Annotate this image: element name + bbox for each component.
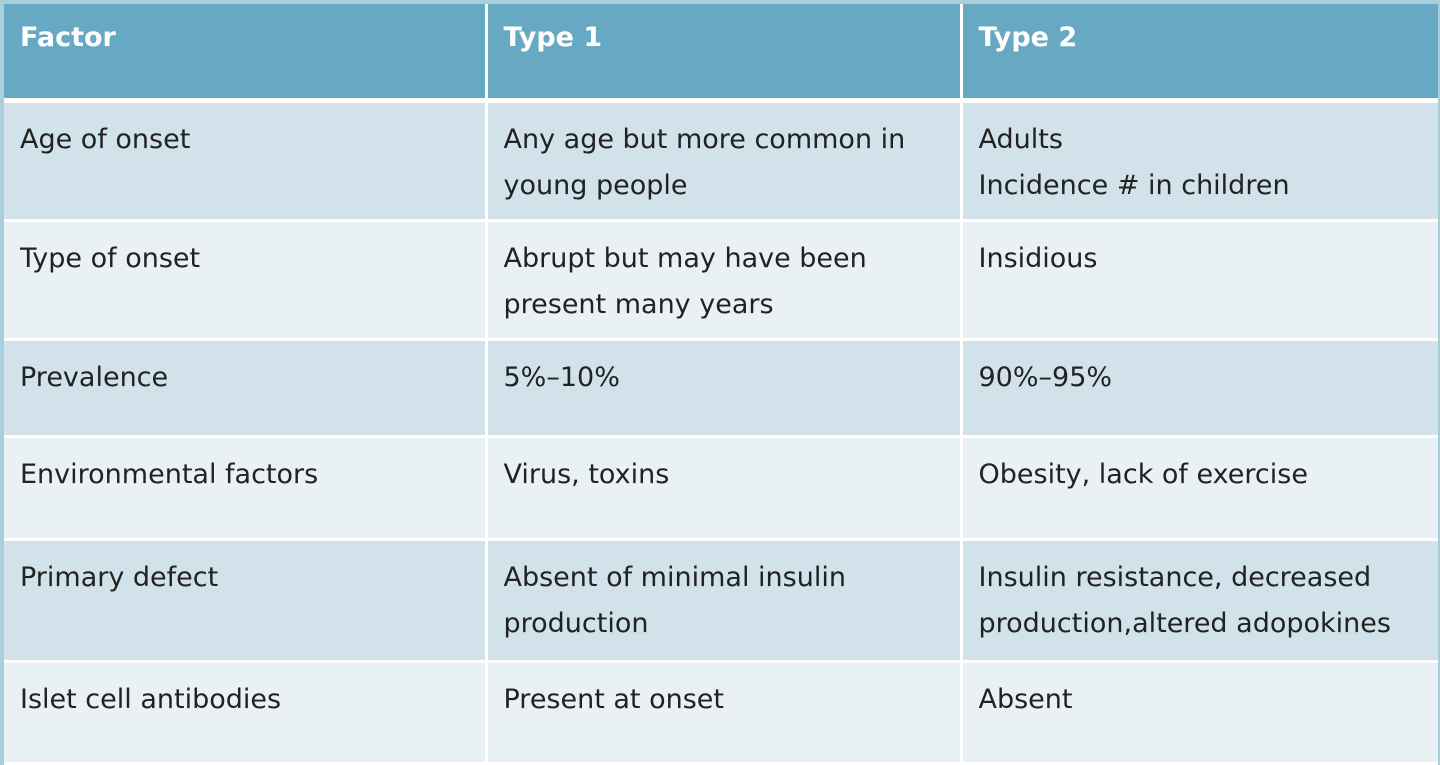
table-row: Islet cell antibodies Present at onset A… [4, 661, 1438, 765]
table-header-row: Factor Type 1 Type 2 [4, 4, 1438, 103]
cell-text-line: young people [503, 169, 688, 201]
factor-cell: Environmental factors [4, 436, 488, 541]
type-1-cell: Any age but more common in young people [486, 100, 963, 222]
cell-text-line: Adults [978, 123, 1063, 155]
diabetes-comparison-table: Factor Type 1 Type 2 Age of onset Any ag… [4, 4, 1438, 765]
type-2-cell: Obesity, lack of exercise [961, 436, 1438, 541]
type-1-cell: Abrupt but may have been present many ye… [486, 220, 963, 341]
factor-cell: Prevalence [4, 339, 488, 438]
type-2-cell: Insulin resistance, decreased production… [961, 539, 1438, 663]
type-1-cell: Absent of minimal insulin production [486, 539, 963, 663]
cell-text-line: Incidence # in children [978, 169, 1290, 201]
factor-cell: Islet cell antibodies [4, 661, 488, 765]
cell-text-line: Insidious [978, 242, 1098, 274]
table-row: Type of onset Abrupt but may have been p… [4, 220, 1438, 341]
table-row: Primary defect Absent of minimal insulin… [4, 539, 1438, 663]
type-1-cell: Present at onset [486, 661, 963, 765]
cell-text-line: Absent [978, 683, 1073, 715]
cell-text-line: production,altered adopokines [978, 607, 1391, 639]
table-row: Prevalence 5%–10% 90%–95% [4, 339, 1438, 438]
cell-text-line: Any age but more common in [503, 123, 906, 155]
factor-cell: Primary defect [4, 539, 488, 663]
header-type-2: Type 2 [961, 4, 1438, 103]
cell-text-line: Virus, toxins [503, 458, 670, 490]
header-factor: Factor [4, 4, 488, 103]
cell-text-line: Obesity, lack of exercise [978, 458, 1308, 490]
cell-text-line: Abrupt but may have been [503, 242, 867, 274]
cell-text-line: 90%–95% [978, 361, 1113, 393]
cell-text-line: production [503, 607, 649, 639]
table-row: Environmental factors Virus, toxins Obes… [4, 436, 1438, 541]
header-type-1: Type 1 [486, 4, 963, 103]
type-2-cell: Absent [961, 661, 1438, 765]
type-2-cell: Adults Incidence # in children [961, 100, 1438, 222]
factor-cell: Age of onset [4, 100, 488, 222]
type-1-cell: Virus, toxins [486, 436, 963, 541]
cell-text-line: present many years [503, 288, 774, 320]
type-2-cell: Insidious [961, 220, 1438, 341]
cell-text-line: Insulin resistance, decreased [978, 561, 1372, 593]
cell-text-line: Absent of minimal insulin [503, 561, 846, 593]
factor-cell: Type of onset [4, 220, 488, 341]
type-2-cell: 90%–95% [961, 339, 1438, 438]
table-row: Age of onset Any age but more common in … [4, 100, 1438, 222]
type-1-cell: 5%–10% [486, 339, 963, 438]
cell-text-line: Present at onset [503, 683, 725, 715]
cell-text-line: 5%–10% [503, 361, 620, 393]
